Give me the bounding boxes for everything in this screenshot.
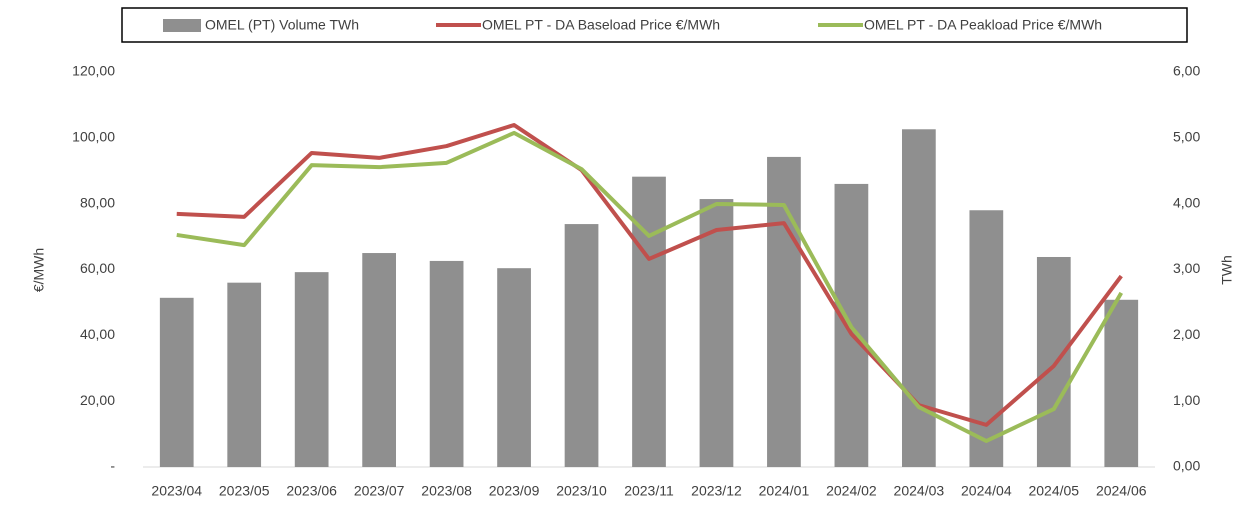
x-tick-label: 2023/09 (489, 483, 540, 499)
bar (969, 210, 1004, 467)
bar (564, 224, 599, 467)
y-tick-label: 120,00 (72, 63, 115, 79)
y2-tick-label: 4,00 (1173, 194, 1200, 210)
line (176, 130, 1123, 443)
legend-label: OMEL (PT) Volume TWh (205, 17, 359, 33)
bar (429, 260, 464, 467)
x-tick-label: 2024/03 (894, 483, 945, 499)
y-tick-label: 40,00 (80, 326, 115, 342)
x-tick-label: 2023/08 (421, 483, 472, 499)
y2-tick-label: 2,00 (1173, 326, 1200, 342)
x-tick-label: 2023/05 (219, 483, 270, 499)
y-tick-label: 100,00 (72, 129, 115, 145)
x-tick-label: 2023/04 (151, 483, 202, 499)
y-tick-label: 60,00 (80, 260, 115, 276)
bar (362, 253, 396, 467)
bar (1036, 256, 1071, 467)
bar (1104, 299, 1139, 467)
bar (227, 282, 262, 467)
x-tick-label: 2023/12 (691, 483, 742, 499)
legend-label: OMEL PT - DA Peakload Price €/MWh (864, 17, 1102, 33)
y2-tick-label: 5,00 (1173, 129, 1200, 145)
line (176, 122, 1123, 427)
y-tick-label: - (110, 458, 115, 474)
bar (497, 268, 531, 467)
y2-tick-label: 6,00 (1173, 63, 1200, 79)
x-tick-label: 2023/07 (354, 483, 405, 499)
x-tick-label: 2024/04 (961, 483, 1012, 499)
y-tick-label: 80,00 (80, 194, 115, 210)
y2-tick-label: 3,00 (1173, 260, 1200, 276)
y2-tick-label: 0,00 (1173, 458, 1200, 474)
x-tick-label: 2023/11 (624, 483, 674, 499)
y-axis-label: €/MWh (31, 248, 47, 292)
bar (902, 129, 936, 467)
bar (159, 297, 194, 467)
x-tick-label: 2024/01 (759, 483, 810, 499)
x-tick-label: 2024/06 (1096, 483, 1147, 499)
bar (699, 199, 734, 467)
legend-label: OMEL PT - DA Baseload Price €/MWh (482, 17, 720, 33)
x-tick-label: 2023/06 (286, 483, 337, 499)
x-tick-label: 2024/05 (1028, 483, 1079, 499)
legend-swatch (163, 19, 201, 32)
bar (294, 272, 329, 467)
y-tick-label: 20,00 (80, 392, 115, 408)
y2-axis-label: TWh (1219, 255, 1235, 285)
y2-tick-label: 1,00 (1173, 392, 1200, 408)
x-tick-label: 2023/10 (556, 483, 607, 499)
x-tick-label: 2024/02 (826, 483, 877, 499)
bar (632, 176, 666, 468)
legend-box (121, 7, 1188, 43)
